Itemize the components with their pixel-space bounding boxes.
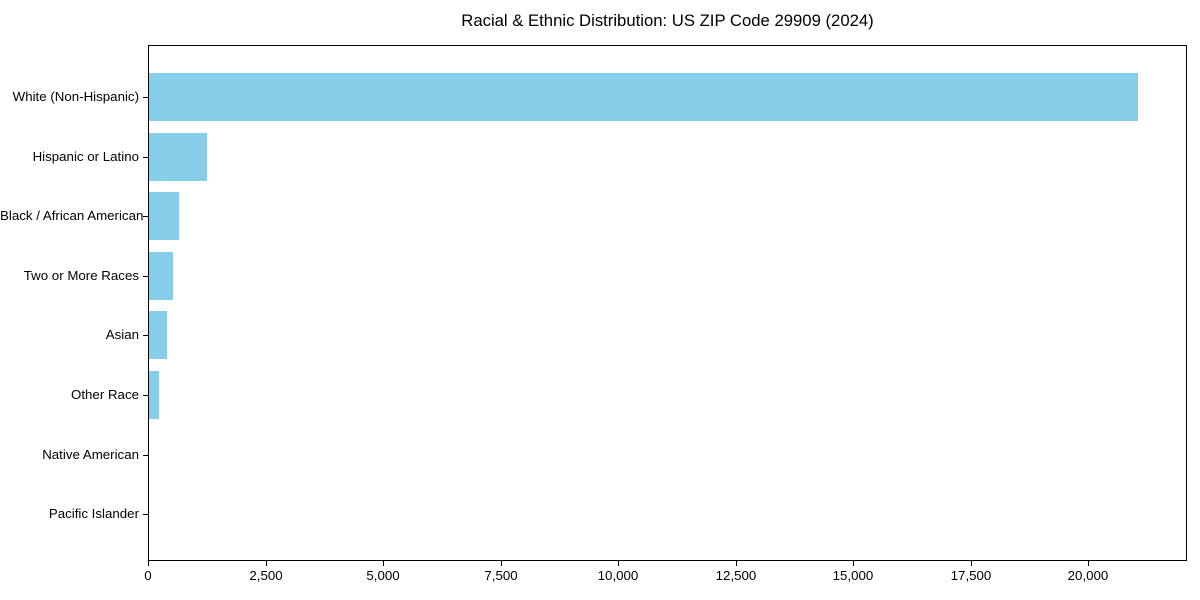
bar-hispanic-or-latino [149, 132, 207, 181]
bar-two-or-more-races [149, 251, 173, 300]
x-tick-label: 2,500 [249, 568, 283, 583]
y-tick-label: Native American [42, 446, 139, 462]
y-tick-mark [143, 275, 148, 277]
x-tick-mark [736, 561, 737, 566]
y-tick-mark [143, 514, 148, 516]
y-tick-mark [143, 97, 148, 98]
x-tick-mark [618, 561, 619, 566]
y-tick-label: Asian [105, 327, 139, 343]
y-tick-mark [143, 454, 148, 456]
y-tick-label: Hispanic or Latino [32, 148, 139, 164]
y-tick-label: Black / African American [0, 208, 144, 224]
x-tick-mark [383, 561, 384, 566]
chart-title: Racial & Ethnic Distribution: US ZIP Cod… [461, 11, 874, 30]
x-tick-label: 12,500 [715, 568, 757, 583]
x-tick-label: 15,000 [832, 568, 874, 583]
x-tick-mark [501, 561, 502, 566]
x-tick-label: 7,500 [484, 568, 518, 583]
y-tick-mark [143, 395, 148, 396]
x-tick-label: 17,500 [950, 568, 992, 583]
y-tick-mark [143, 156, 148, 158]
plot-area [148, 45, 1187, 561]
x-tick-label: 0 [144, 568, 152, 583]
y-tick-label: White (Non-Hispanic) [12, 89, 139, 104]
bar-asian [149, 311, 167, 360]
bar-black-african-american [149, 192, 179, 241]
y-tick-label: Pacific Islander [48, 506, 139, 522]
bar-white-non-hispanic [149, 73, 1138, 121]
y-tick-mark [143, 216, 148, 218]
x-tick-mark [148, 561, 149, 566]
bar-other-race [149, 371, 159, 419]
y-tick-mark [143, 335, 148, 337]
x-tick-mark [1088, 561, 1089, 566]
x-tick-label: 20,000 [1067, 568, 1109, 583]
x-tick-mark [853, 561, 854, 566]
y-tick-label: Other Race [71, 387, 139, 402]
x-tick-mark [971, 561, 972, 566]
x-tick-label: 10,000 [597, 568, 639, 583]
x-tick-mark [266, 561, 267, 566]
y-tick-label: Two or More Races [23, 267, 139, 283]
x-tick-label: 5,000 [366, 568, 400, 583]
